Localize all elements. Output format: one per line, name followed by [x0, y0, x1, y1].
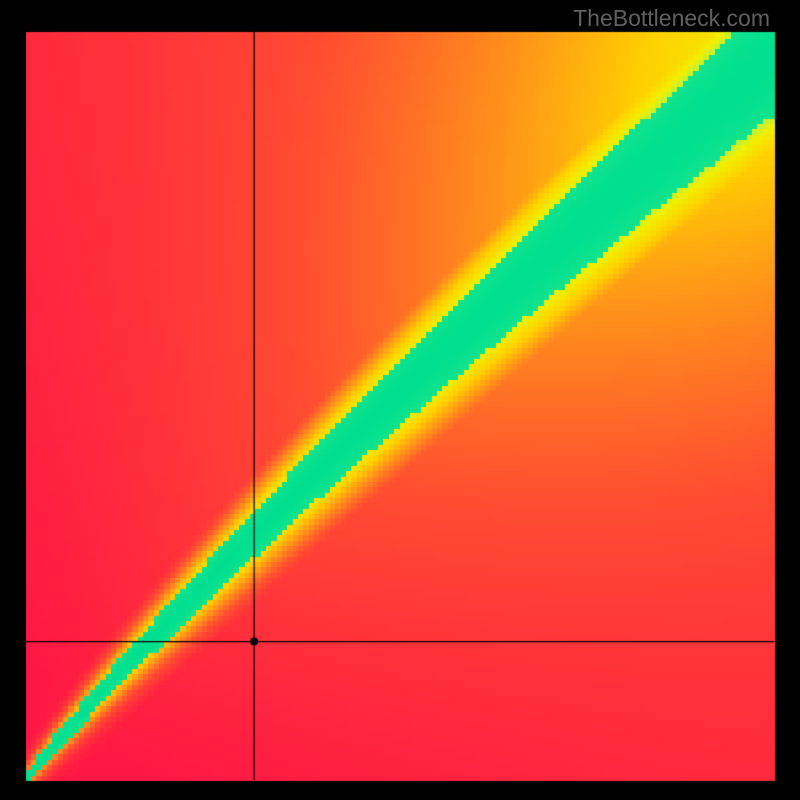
chart-wrapper: { "watermark": { "text": "TheBottleneck.… — [0, 0, 800, 800]
bottleneck-heatmap — [0, 0, 800, 800]
watermark-text: TheBottleneck.com — [573, 5, 770, 32]
